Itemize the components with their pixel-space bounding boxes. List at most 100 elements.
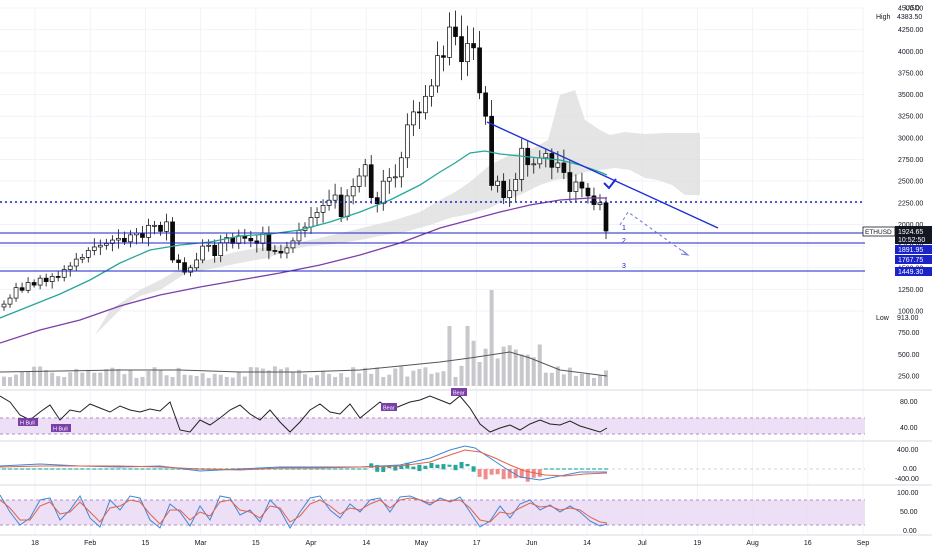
candle-body (212, 244, 218, 256)
macd-bar (284, 468, 289, 470)
volume-bar (561, 374, 566, 386)
candle-body (435, 55, 440, 87)
volume-bar (435, 372, 440, 386)
stoch-axis-100: 100.00 (897, 490, 919, 497)
time-tick-label: Jul (638, 540, 647, 547)
price-tick-label: 2750.00 (898, 157, 923, 164)
candle-body (338, 194, 344, 218)
macd-bar (170, 468, 175, 470)
candle-body (447, 26, 452, 58)
volume-bar (351, 367, 356, 386)
macd-bar (537, 469, 542, 477)
macd-bar (495, 469, 500, 475)
svg-text:Bear: Bear (383, 406, 395, 412)
candle-body (392, 176, 398, 179)
macd-bar (369, 463, 374, 468)
level-tag-1891: 1891.95 (895, 245, 932, 254)
rsi-axis-80: 80.00 (900, 399, 918, 406)
macd-bar (140, 468, 145, 470)
volume-bar (537, 344, 542, 386)
price-tick-label: 4250.00 (898, 27, 923, 34)
volume-bar (158, 369, 163, 386)
signal-tag-h-bull-1: H Bull (18, 418, 38, 427)
volume-bar (182, 374, 187, 386)
time-tick-label: Aug (746, 540, 759, 547)
price-tick-label: 3750.00 (898, 70, 923, 77)
volume-bar (369, 373, 374, 386)
candle-body (7, 297, 13, 305)
candle-body (429, 85, 434, 97)
macd-bar (176, 468, 181, 470)
volume-bar (260, 368, 265, 386)
macd-bar (68, 468, 73, 470)
macd-bar (399, 465, 404, 470)
candle-body (266, 232, 272, 251)
volume-bar (62, 377, 67, 386)
candle-body (483, 92, 488, 117)
rsi-axis-40: 40.00 (900, 425, 918, 432)
level-number-1: 1 (622, 225, 626, 232)
macd-bar (14, 468, 19, 470)
volume-moving-average-line (0, 351, 608, 377)
volume-bar (134, 377, 139, 386)
volume-bar (453, 376, 458, 386)
low-marker: Low 913.00 (876, 315, 919, 322)
macd-bar (8, 468, 13, 470)
candle-body (543, 153, 549, 159)
macd-bar (465, 463, 470, 467)
macd-bar (38, 468, 43, 470)
volume-bar (417, 368, 422, 386)
candle-body (489, 115, 494, 186)
macd-bar (393, 465, 398, 471)
macd-bar (2, 468, 6, 470)
macd-bar (315, 468, 320, 470)
volume-bar (266, 370, 271, 386)
volume-bar (290, 372, 295, 386)
candle-body (272, 250, 278, 252)
volume-bar (140, 376, 145, 386)
candle-body (85, 250, 91, 258)
volume-bar (345, 377, 350, 386)
candle-body (91, 246, 97, 251)
macd-bar (604, 468, 608, 470)
volume-bar (32, 366, 37, 386)
time-axis[interactable]: 18 Feb 15 Mar 15 Apr 14 May 17 Jun 14 Jul 19 Aug 16 Sep (31, 540, 869, 547)
macd-bar (579, 468, 584, 470)
volume-bar (441, 371, 446, 386)
candle-body (79, 257, 85, 260)
macd-bar (32, 468, 37, 470)
volume-bar (68, 372, 73, 386)
price-tick-label: 1250.00 (898, 287, 923, 294)
volume-bar (387, 374, 392, 386)
candle-body (356, 175, 362, 187)
candle-body (97, 244, 103, 248)
macd-axis-minus-400: -400.00 (895, 476, 919, 483)
volume-bar (20, 372, 25, 386)
volume-bar (224, 377, 229, 386)
macd-bar (290, 468, 295, 470)
macd-bar (435, 464, 440, 469)
macd-bar (278, 468, 283, 470)
macd-bar (98, 468, 103, 470)
macd-bar (110, 468, 115, 470)
time-tick-label: Feb (84, 540, 96, 547)
volume-bar (212, 373, 217, 386)
macd-bar (56, 468, 61, 470)
macd-bar (591, 468, 596, 470)
volume-bar (152, 367, 157, 386)
volume-bar (519, 354, 524, 386)
candle-body (67, 265, 73, 270)
macd-bar (417, 464, 422, 472)
volume-bar (188, 375, 193, 386)
candle-body (206, 244, 212, 247)
candle-body (423, 95, 428, 114)
candle-body (465, 43, 470, 63)
macd-bar (477, 469, 482, 477)
candle-body (218, 242, 224, 256)
price-tick-label: 2000.00 (898, 222, 923, 229)
candle-body (531, 163, 537, 166)
macd-bar (122, 468, 127, 470)
macd-bar (20, 468, 25, 470)
